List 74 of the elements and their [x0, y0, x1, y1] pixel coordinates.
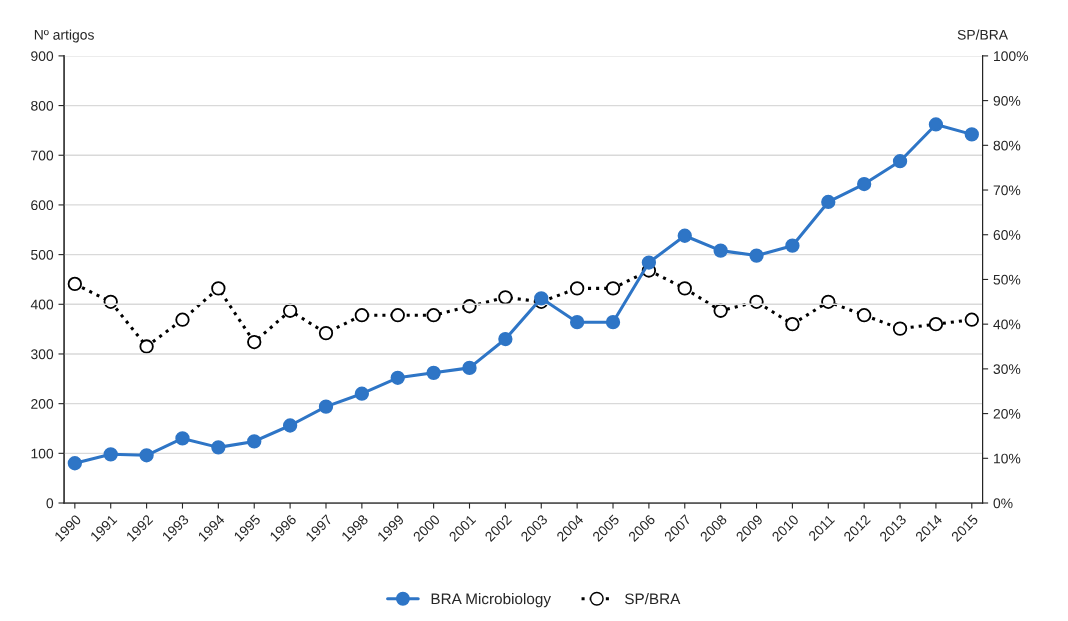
point [713, 303, 728, 318]
y-tick-label: 0 [46, 498, 54, 509]
point [821, 194, 836, 210]
point [749, 294, 764, 309]
point [247, 434, 262, 449]
point [211, 281, 226, 296]
point [282, 418, 298, 433]
point [318, 399, 334, 414]
y-tick-label: 600 [31, 200, 54, 211]
y-axis-title: Nº artigos [34, 29, 94, 43]
point [354, 386, 370, 401]
point [749, 248, 764, 263]
point [390, 370, 405, 385]
point [964, 127, 979, 142]
point [462, 360, 477, 376]
point [964, 312, 979, 327]
point [67, 456, 82, 471]
point [103, 447, 118, 462]
y2-tick-label: 0% [993, 498, 1013, 509]
y-tick-label: 500 [31, 249, 54, 260]
point [67, 276, 82, 292]
point [713, 243, 728, 258]
point [211, 440, 226, 455]
point [318, 325, 334, 341]
y-tick-label: 300 [31, 349, 54, 360]
point [426, 308, 441, 323]
y2-tick-label: 40% [993, 319, 1021, 330]
y-tick-label: 700 [31, 150, 54, 161]
point [605, 315, 621, 330]
point [247, 334, 262, 350]
point [892, 321, 908, 336]
point [857, 176, 872, 192]
point [785, 317, 800, 332]
y2-tick-label: 10% [994, 453, 1021, 464]
point [390, 308, 405, 323]
point [605, 281, 621, 296]
point [175, 431, 190, 446]
point [677, 228, 692, 243]
point [139, 339, 154, 354]
y2-tick-label: 50% [993, 274, 1021, 285]
y2-tick-label: 30% [993, 364, 1021, 375]
y2-tick-label: 60% [993, 230, 1021, 240]
legend-label: SP/BRA [625, 593, 681, 605]
point [498, 290, 513, 305]
point [928, 317, 944, 332]
point [569, 281, 585, 296]
point [139, 448, 154, 463]
y-tick-label: 200 [31, 398, 54, 409]
y-tick-label: 800 [31, 100, 54, 111]
y2-tick-label: 90% [993, 95, 1021, 106]
point [677, 281, 692, 296]
point [641, 255, 657, 270]
point [103, 294, 118, 309]
y2-tick-label: 100% [994, 51, 1029, 62]
point [821, 294, 836, 309]
y-tick-label: 100 [31, 448, 54, 459]
point [569, 315, 585, 330]
y-tick-label: 400 [30, 299, 54, 310]
legend-label: BRA Microbiology [431, 593, 551, 608]
point [892, 154, 908, 169]
y2-tick-label: 20% [993, 408, 1021, 419]
y2-tick-label: 70% [993, 185, 1021, 196]
point [857, 308, 872, 323]
point [282, 303, 298, 318]
point [928, 117, 944, 132]
y2-tick-label: 80% [993, 140, 1021, 151]
point [462, 299, 477, 314]
y-tick-label: 900 [31, 51, 54, 62]
y2-axis-title: SP/BRA [957, 29, 1008, 40]
point [426, 365, 441, 381]
point [498, 331, 513, 347]
point [175, 312, 190, 327]
point [785, 238, 800, 253]
point [354, 308, 370, 323]
